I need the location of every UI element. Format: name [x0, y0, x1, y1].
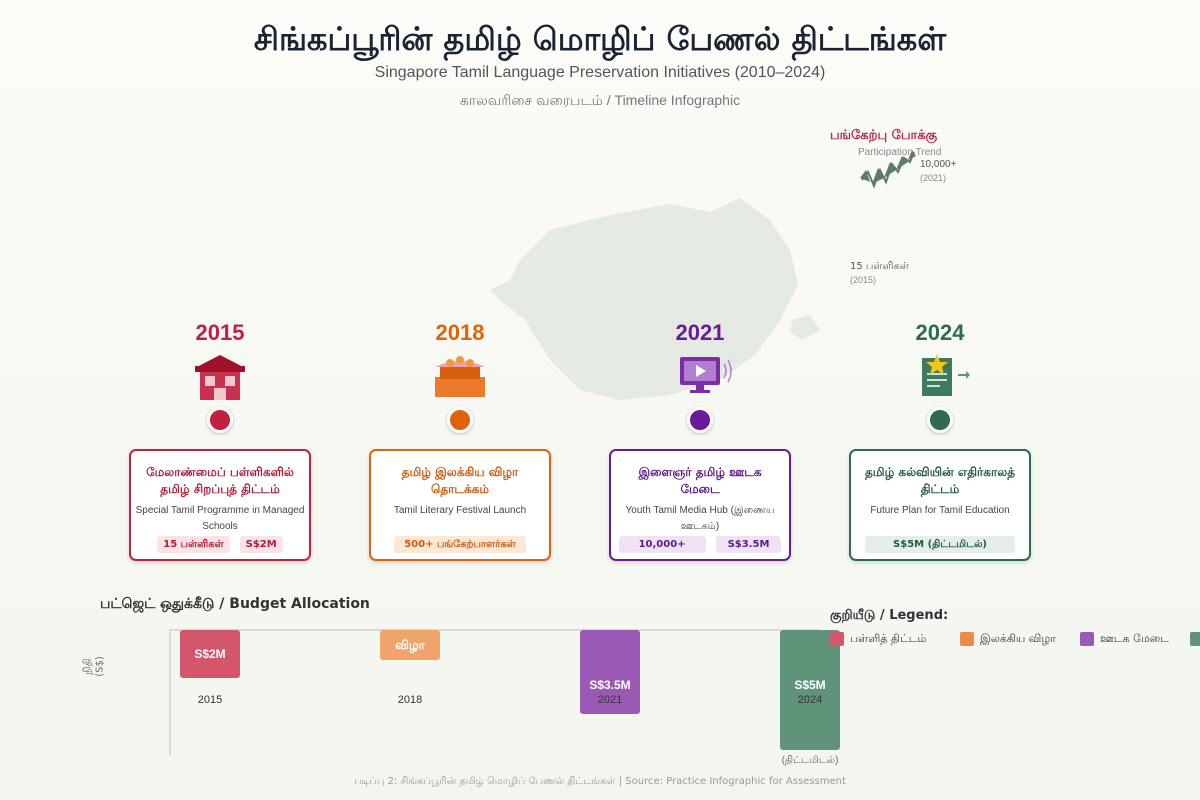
timeline-dot-2015	[207, 407, 233, 433]
milestone-chip: 10,000+	[618, 536, 706, 553]
milestone-card-2021: இளைஞர் தமிழ் ஊடக மேடை Youth Tamil Media …	[609, 449, 791, 561]
budget-bar-2015	[180, 630, 240, 678]
budget-bar-year: 2015	[197, 694, 223, 706]
milestone-year-2015: 2015	[195, 320, 245, 345]
milestone-title-ta: தமிழ் கல்வியின் எதிர்காலத் திட்டம்	[864, 465, 1016, 496]
legend-label: பள்ளித் திட்டம்	[850, 631, 927, 645]
budget-bar-label: S$5M	[794, 678, 826, 692]
trend-note-value: 15 பள்ளிகள்	[850, 261, 909, 272]
trend-year: (2021)	[920, 173, 947, 183]
legend-item: பள்ளித் திட்டம்	[830, 632, 926, 646]
school-icon	[195, 355, 245, 400]
monitor-play-icon	[680, 357, 732, 393]
milestone-title-ta: தமிழ் இலக்கிய விழா தொடக்கம்	[401, 465, 519, 496]
page-subtitle: Singapore Tamil Language Preservation In…	[374, 64, 826, 81]
budget-bar-note: (திட்டமிடல்)	[781, 755, 839, 766]
budget-bar-label: S$3.5M	[589, 678, 631, 692]
milestone-year-2018: 2018	[435, 320, 485, 345]
milestone-chip: S$2M	[239, 536, 283, 553]
legend-item	[1190, 632, 1200, 646]
legend-swatch	[1080, 632, 1094, 646]
milestone-title-ta: மேலாண்மைப் பள்ளிகளில் தமிழ் சிறப்புத் தி…	[146, 465, 294, 496]
trend-title: பங்கேற்பு போக்கு	[830, 128, 938, 143]
budget-bar-2024	[780, 630, 840, 750]
legend-title: குறியீடு / Legend:	[830, 608, 949, 623]
milestone-title-en: Tamil Literary Festival Launch	[393, 505, 527, 516]
legend-item: ஊடக மேடை	[1080, 632, 1169, 646]
document-star-icon	[922, 354, 970, 396]
legend-label: இலக்கிய விழா	[980, 631, 1056, 645]
milestone-chip: 500+ பங்கேற்பாளர்கள்	[394, 536, 526, 553]
milestone-year-2024: 2024	[915, 320, 965, 345]
budget-y-axis	[169, 629, 171, 755]
budget-x-axis	[169, 629, 819, 631]
trend-sparkline	[860, 150, 916, 189]
milestone-title-en: Youth Tamil Media Hub (இணைய ஊடகம்)	[625, 505, 775, 532]
budget-bar-2021	[580, 630, 640, 714]
milestone-title-en: Future Plan for Tamil Education	[870, 505, 1010, 516]
figure-caption: படிப்பு 2: சிங்கப்பூரின் தமிழ் மொழிப் பே…	[354, 776, 846, 787]
milestone-year-2021: 2021	[675, 320, 725, 345]
budget-bar-label: S$2M	[194, 647, 226, 661]
milestone-card-2015: மேலாண்மைப் பள்ளிகளில் தமிழ் சிறப்புத் தி…	[129, 449, 311, 561]
infographic-type-label: காலவரிசை வரைபடம் / Timeline Infographic	[459, 92, 741, 108]
legend-item: இலக்கிய விழா	[960, 632, 1056, 646]
legend-swatch	[830, 632, 844, 646]
budget-bar-label: விழா	[395, 638, 425, 652]
budget-bar-year: 2018	[397, 694, 423, 706]
budget-y-axis-label: நிதி (S$)	[82, 656, 106, 677]
milestone-title-en: Special Tamil Programme in Managed Schoo…	[135, 505, 305, 532]
singapore-map-silhouette	[490, 198, 820, 400]
legend-label: ஊடக மேடை	[1100, 631, 1169, 645]
milestone-chip: S$5M (திட்டமிடல்)	[865, 536, 1015, 553]
timeline-dot-2018	[447, 407, 473, 433]
festival-stage-icon	[435, 356, 485, 397]
budget-bar-year: 2024	[797, 694, 823, 706]
trend-subtitle: Participation Trend	[858, 147, 942, 158]
trend-note-year: (2015)	[850, 275, 877, 285]
milestone-chip: 15 பள்ளிகள்	[157, 536, 230, 553]
timeline-dot-2021	[687, 407, 713, 433]
legend-swatch	[1190, 632, 1200, 646]
milestone-chip: S$3.5M	[715, 536, 782, 553]
milestone-card-2018: தமிழ் இலக்கிய விழா தொடக்கம் Tamil Litera…	[369, 449, 551, 561]
legend-swatch	[960, 632, 974, 646]
milestone-title-ta: இளைஞர் தமிழ் ஊடக மேடை	[638, 465, 762, 496]
budget-bar-2018	[380, 630, 440, 660]
milestone-card-2024: தமிழ் கல்வியின் எதிர்காலத் திட்டம் Futur…	[849, 449, 1031, 561]
budget-title: பட்ஜெட் ஒதுக்கீடு / Budget Allocation	[100, 596, 370, 612]
trend-value: 10,000+	[920, 159, 957, 170]
page-title: சிங்கப்பூரின் தமிழ் மொழிப் பேணல் திட்டங்…	[253, 20, 947, 58]
timeline-dot-2024	[927, 407, 953, 433]
budget-bar-year: 2021	[597, 694, 623, 706]
